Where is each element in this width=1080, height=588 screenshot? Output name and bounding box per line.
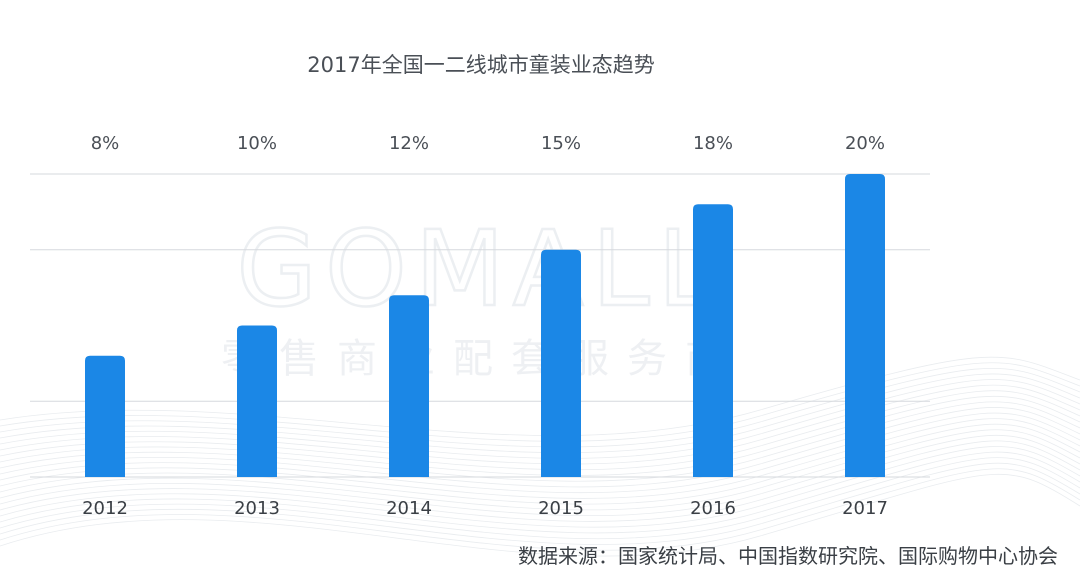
wave-line: [0, 457, 1080, 540]
value-label: 18%: [693, 133, 733, 154]
wave-line: [0, 407, 1080, 488]
x-tick-label: 2017: [842, 498, 888, 519]
wave-line: [0, 446, 1080, 528]
wave-line: [0, 451, 1080, 534]
x-tick-label: 2013: [234, 498, 280, 519]
wave-line: [0, 434, 1080, 517]
gridlines: [30, 173, 930, 478]
wave-line: [0, 390, 1080, 471]
watermark-brand: GOMALL: [236, 208, 723, 330]
value-label: 15%: [541, 133, 581, 154]
wave-line: [0, 423, 1080, 505]
wave-line: [0, 418, 1080, 499]
wave-line: [0, 462, 1080, 545]
bar-2015: [541, 249, 581, 477]
wave-line: [0, 356, 1080, 437]
category-labels-group: 2012 2013 2014 2015 2016 2017: [82, 498, 888, 519]
chart-title: 2017年全国一二线城市童装业态趋势: [307, 53, 654, 77]
background-wave-decoration: [0, 356, 1080, 557]
source-note: 数据来源：国家统计局、中国指数研究院、国际购物中心协会: [518, 544, 1058, 568]
wave-line: [0, 379, 1080, 459]
x-tick-label: 2012: [82, 498, 128, 519]
wave-line: [0, 373, 1080, 454]
bar-2013: [237, 325, 277, 477]
wave-line: [0, 429, 1080, 511]
value-label: 8%: [91, 133, 120, 154]
x-tick-label: 2015: [538, 498, 584, 519]
value-label: 12%: [389, 133, 429, 154]
bar-2012: [85, 355, 125, 477]
wave-line: [0, 395, 1080, 476]
bar-2016: [693, 204, 733, 478]
x-tick-label: 2014: [386, 498, 432, 519]
wave-line: [0, 367, 1080, 448]
value-label: 20%: [845, 133, 885, 154]
wave-line: [0, 473, 1080, 557]
bar-2017: [845, 174, 885, 477]
wave-line: [0, 362, 1080, 442]
value-label: 10%: [237, 133, 277, 154]
bar-2014: [389, 295, 429, 477]
wave-line: [0, 384, 1080, 465]
wave-line: [0, 468, 1080, 551]
bars-group: [85, 174, 885, 478]
value-labels-group: 8% 10% 12% 15% 18% 20%: [91, 133, 885, 154]
watermark-tagline: 零售商业配套服务商: [221, 336, 743, 382]
wave-line: [0, 440, 1080, 522]
wave-line: [0, 412, 1080, 494]
x-tick-label: 2016: [690, 498, 736, 519]
